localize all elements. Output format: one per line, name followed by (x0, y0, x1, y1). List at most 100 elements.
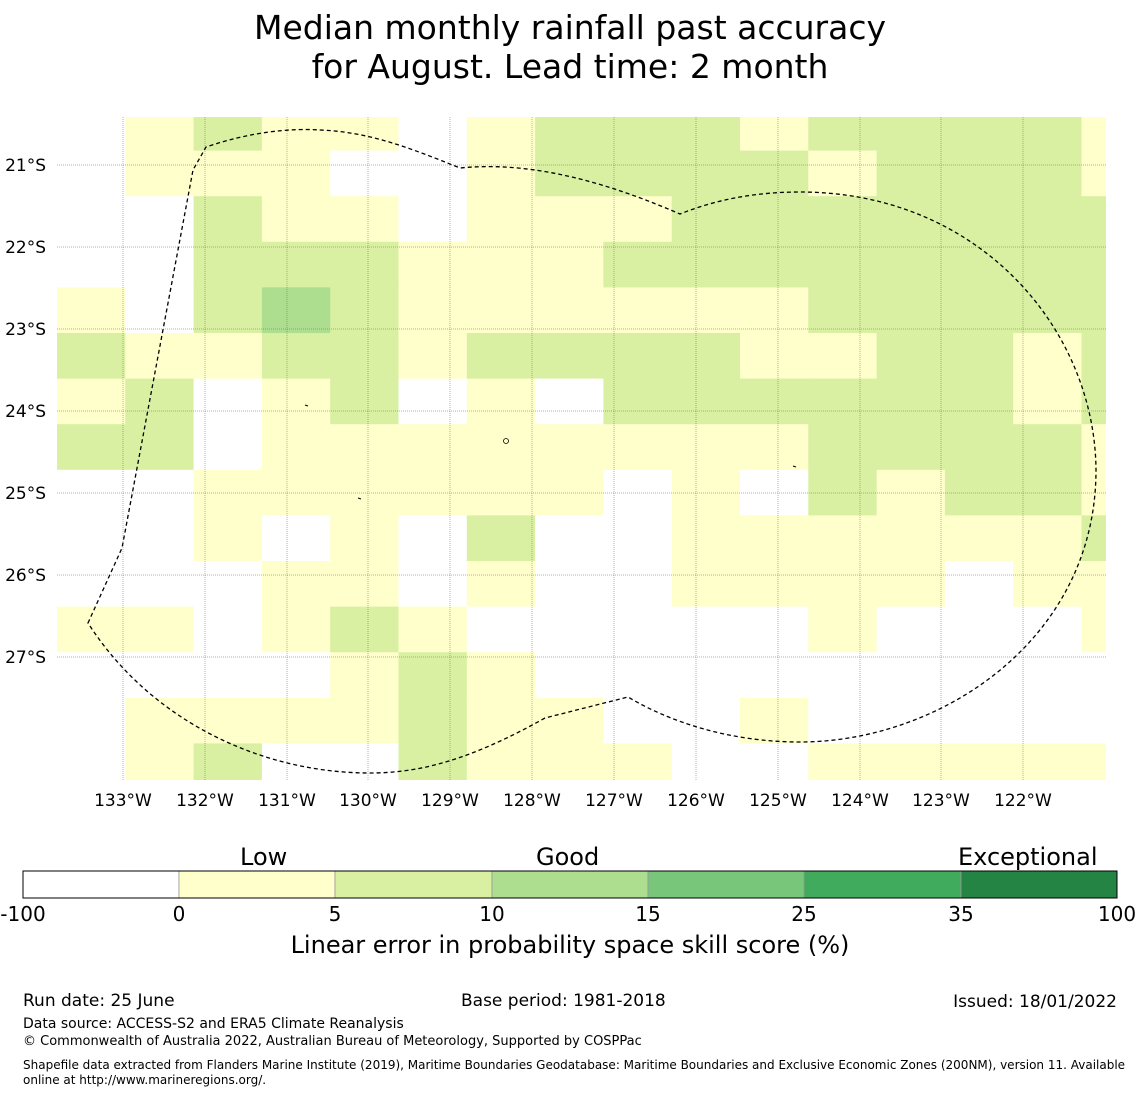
grid-cell (808, 697, 878, 744)
skill-map: 21°S22°S23°S24°S25°S26°S27°S 133°W 132°W 1… (5, 117, 1106, 811)
grid-cell (398, 424, 468, 471)
grid-cell (125, 515, 195, 562)
chart-title-line1: Median monthly rainfall past accuracy (253, 8, 887, 47)
grid-cell (876, 241, 946, 288)
grid-cell (57, 424, 126, 471)
grid-cell (466, 287, 536, 334)
issued-date: Issued: 18/01/2022 (953, 992, 1117, 1012)
grid-cell (466, 241, 536, 288)
grid-cell (330, 150, 400, 197)
lat-label: 25°S (5, 484, 46, 504)
grid-cell (1081, 378, 1106, 425)
grid-cell (398, 196, 468, 243)
grid-cell (876, 117, 946, 152)
grid-cell (398, 561, 468, 608)
grid-cell (671, 196, 741, 243)
grid-cell (1013, 150, 1083, 197)
grid-cell (944, 196, 1014, 243)
grid-cell (1013, 117, 1083, 152)
grid-cell (1013, 743, 1083, 780)
grid-cell (1081, 652, 1106, 699)
grid-cell (603, 424, 673, 471)
grid-cell (740, 287, 809, 334)
grid-cell (330, 241, 400, 288)
grid-cell (535, 652, 604, 699)
grid-cell (876, 652, 946, 699)
grid-cell (603, 196, 673, 243)
eez-boundary (87, 128, 1097, 774)
grid-cell (740, 378, 809, 425)
colorbar (22, 870, 1118, 899)
grid-cell (466, 606, 536, 653)
grid-cell (876, 561, 946, 608)
colorbar-segment (647, 870, 805, 899)
grid-cell (944, 378, 1014, 425)
lat-label: 21°S (5, 156, 46, 176)
grid-cell (398, 378, 468, 425)
grid-cell (398, 333, 468, 380)
grid-cell (398, 697, 468, 744)
grid-cell (398, 606, 468, 653)
island-mark (304, 404, 309, 407)
grid-cell (261, 333, 331, 380)
grid-cell (603, 606, 673, 653)
grid-cell (808, 196, 878, 243)
grid-cell (671, 652, 741, 699)
grid-cell (466, 424, 536, 471)
grid-cell (330, 196, 400, 243)
grid-cell (57, 378, 126, 425)
grid-cell (330, 117, 400, 152)
grid-cell (125, 241, 195, 288)
grid-cell (261, 117, 331, 152)
grid-cell (876, 743, 946, 780)
grid-cell (1081, 743, 1106, 780)
grid-cell (603, 241, 673, 288)
cb-tick: 25 (791, 902, 817, 926)
grid-cell (876, 515, 946, 562)
grid-cell (466, 697, 536, 744)
grid-cell (1081, 606, 1106, 653)
grid-cell (1081, 287, 1106, 334)
grid-cell (808, 743, 878, 780)
grid-cell (944, 287, 1014, 334)
cb-label-low: Low (240, 843, 288, 871)
lon-label: 133°W (94, 791, 152, 811)
grid-cell (125, 333, 195, 380)
grid-cell (261, 241, 331, 288)
grid-cell (330, 424, 400, 471)
grid-cell (671, 515, 741, 562)
grid-cell (57, 196, 126, 243)
grid-cell (876, 424, 946, 471)
grid-cell (261, 424, 331, 471)
lat-label: 24°S (5, 402, 46, 422)
shapefile-credit-1: Shapefile data extracted from Flanders M… (23, 1058, 1126, 1072)
grid-cell (671, 606, 741, 653)
grid-cell (125, 561, 195, 608)
grid-cell (535, 378, 604, 425)
grid-cell (1081, 561, 1106, 608)
lon-label: 131°W (258, 791, 316, 811)
grid-cell (125, 743, 195, 780)
lon-label: 126°W (667, 791, 725, 811)
cb-tick: 35 (948, 902, 974, 926)
grid-cell (740, 652, 809, 699)
grid-cell (466, 196, 536, 243)
grid-cell (57, 333, 126, 380)
grid-cell (57, 150, 126, 197)
grid-cell (261, 561, 331, 608)
grid-cell (808, 241, 878, 288)
grid-cell (330, 561, 400, 608)
grid-cell (671, 333, 741, 380)
grid-cell (330, 515, 400, 562)
grid-cell (671, 150, 741, 197)
grid-cell (944, 606, 1014, 653)
grid-cell (603, 561, 673, 608)
grid-cell (876, 150, 946, 197)
grid-cell (535, 150, 604, 197)
grid-cell (740, 515, 809, 562)
grid-cell (944, 515, 1014, 562)
grid-cell (535, 287, 604, 334)
grid-cell (466, 743, 536, 780)
grid-cell (1081, 333, 1106, 380)
grid-cell (466, 333, 536, 380)
